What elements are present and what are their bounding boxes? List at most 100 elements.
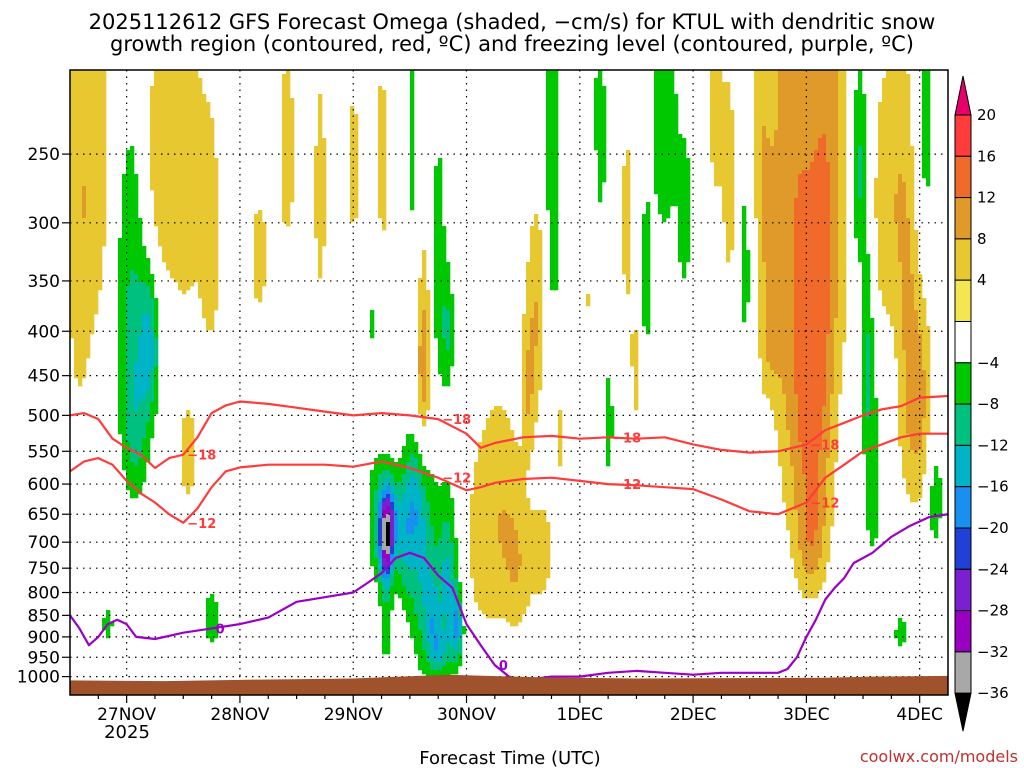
omega-cell: [526, 374, 531, 379]
omega-cell: [178, 142, 183, 147]
omega-cell: [370, 534, 375, 539]
omega-cell: [130, 406, 135, 411]
omega-cell: [390, 602, 395, 607]
omega-cell: [190, 246, 195, 251]
omega-cell: [490, 454, 495, 459]
omega-cell: [206, 250, 211, 255]
omega-cell: [554, 138, 559, 143]
omega-cell: [134, 346, 139, 351]
omega-cell: [402, 494, 407, 499]
omega-cell: [446, 498, 451, 503]
omega-cell: [470, 502, 475, 507]
omega-cell: [162, 94, 167, 99]
omega-cell: [198, 82, 203, 87]
omega-cell: [534, 338, 539, 343]
omega-cell: [402, 490, 407, 495]
omega-cell: [402, 502, 407, 507]
omega-cell: [70, 334, 75, 339]
omega-cell: [522, 318, 527, 323]
omega-cell: [530, 330, 535, 335]
omega-cell: [206, 222, 211, 227]
omega-cell: [438, 170, 443, 175]
omega-cell: [486, 498, 491, 503]
omega-cell: [438, 314, 443, 319]
omega-cell: [522, 542, 527, 547]
omega-cell: [198, 250, 203, 255]
omega-cell: [170, 262, 175, 267]
omega-cell: [170, 138, 175, 143]
omega-cell: [182, 162, 187, 167]
omega-cell: [122, 306, 127, 311]
omega-cell: [314, 218, 319, 223]
omega-cell: [442, 534, 447, 539]
omega-cell: [78, 94, 83, 99]
omega-cell: [494, 410, 499, 415]
omega-cell: [122, 314, 127, 319]
omega-cell: [434, 606, 439, 611]
omega-cell: [142, 454, 147, 459]
omega-cell: [130, 238, 135, 243]
omega-cell: [406, 594, 411, 599]
omega-cell: [354, 198, 359, 203]
omega-cell: [214, 614, 219, 619]
omega-cell: [74, 294, 79, 299]
omega-cell: [410, 606, 415, 611]
omega-cell: [534, 578, 539, 583]
omega-cell: [454, 554, 459, 559]
omega-cell: [130, 470, 135, 475]
omega-cell: [418, 582, 423, 587]
omega-cell: [258, 214, 263, 219]
omega-cell: [378, 602, 383, 607]
omega-cell: [406, 542, 411, 547]
omega-cell: [98, 146, 103, 151]
omega-cell: [378, 490, 383, 495]
omega-cell: [262, 270, 267, 275]
omega-cell: [206, 158, 211, 163]
omega-cell: [426, 670, 431, 675]
omega-cell: [138, 266, 143, 271]
omega-cell: [98, 250, 103, 255]
omega-cell: [90, 170, 95, 175]
omega-cell: [554, 146, 559, 151]
omega-cell: [478, 462, 483, 467]
omega-cell: [126, 326, 131, 331]
omega-cell: [86, 238, 91, 243]
omega-cell: [522, 434, 527, 439]
omega-cell: [210, 198, 215, 203]
omega-cell: [390, 546, 395, 551]
omega-cell: [510, 622, 515, 627]
omega-cell: [122, 190, 127, 195]
omega-cell: [506, 518, 511, 523]
omega-cell: [134, 274, 139, 279]
omega-cell: [82, 326, 87, 331]
omega-cell: [158, 150, 163, 155]
omega-cell: [142, 478, 147, 483]
omega-cell: [74, 158, 79, 163]
omega-cell: [202, 246, 207, 251]
omega-cell: [138, 334, 143, 339]
omega-cell: [394, 498, 399, 503]
omega-cell: [186, 450, 191, 455]
omega-cell: [446, 330, 451, 335]
omega-cell: [522, 494, 527, 499]
omega-cell: [86, 318, 91, 323]
omega-cell: [130, 274, 135, 279]
omega-cell: [470, 522, 475, 527]
omega-cell: [554, 194, 559, 199]
omega-cell: [138, 306, 143, 311]
omega-cell: [434, 206, 439, 211]
omega-cell: [194, 162, 199, 167]
omega-cell: [90, 218, 95, 223]
omega-cell: [418, 602, 423, 607]
omega-cell: [530, 318, 535, 323]
omega-cell: [118, 402, 123, 407]
omega-cell: [206, 238, 211, 243]
omega-cell: [454, 626, 459, 631]
omega-cell: [450, 314, 455, 319]
omega-cell: [430, 614, 435, 619]
omega-cell: [418, 518, 423, 523]
omega-cell: [282, 134, 287, 139]
omega-cell: [182, 466, 187, 471]
omega-cell: [534, 250, 539, 255]
omega-cell: [514, 582, 519, 587]
